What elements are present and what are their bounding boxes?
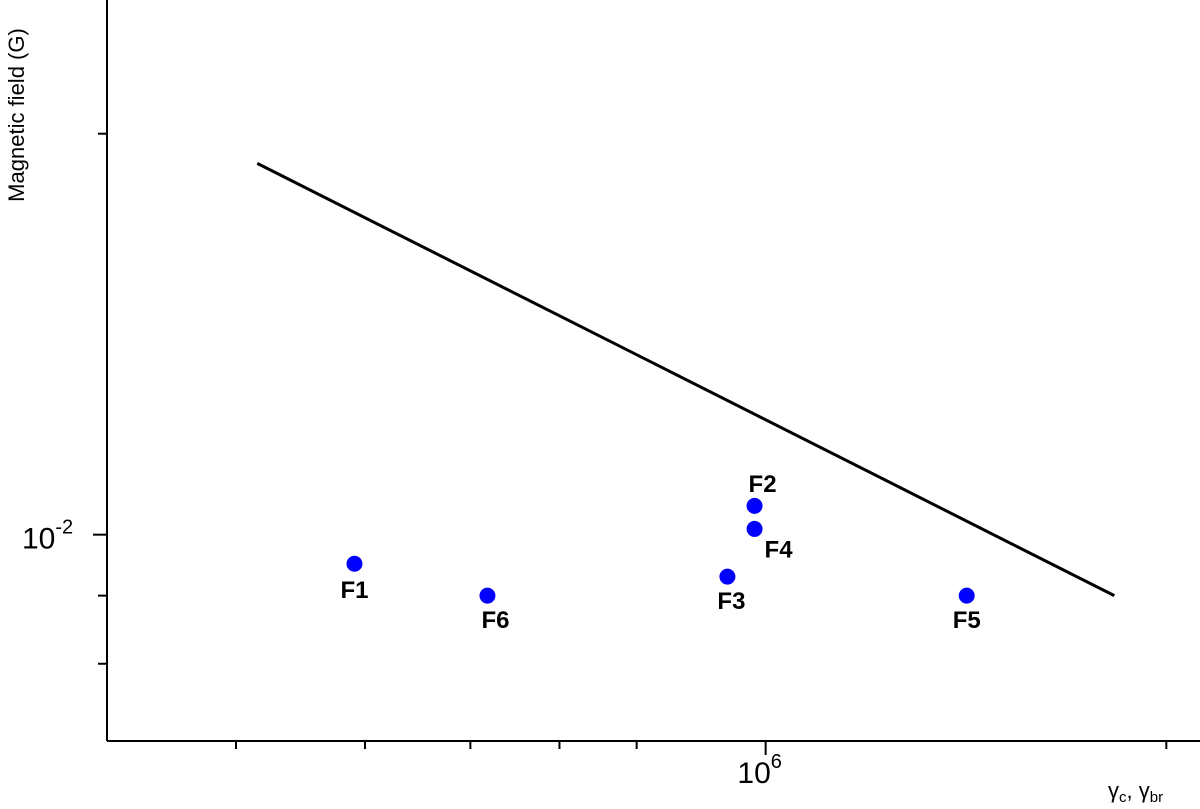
data-point — [746, 497, 763, 514]
point-label: F6 — [481, 607, 509, 634]
data-point — [346, 555, 363, 572]
x-axis-label-part: , γ — [1127, 778, 1150, 803]
x-tick-label-exp: 6 — [771, 751, 782, 773]
point-label: F2 — [749, 471, 777, 498]
x-axis-label-part: c — [1119, 789, 1127, 806]
x-axis-label-part: br — [1150, 789, 1163, 806]
point-label: F4 — [765, 536, 794, 563]
point-label: F1 — [340, 577, 368, 604]
point-label: F3 — [717, 588, 745, 615]
trend-line — [256, 162, 1116, 597]
x-axis-label-part: γ — [1108, 778, 1119, 803]
y-tick-label: 10-2 — [22, 517, 73, 556]
y-tick-label-base: 10 — [22, 523, 55, 556]
y-axis-label: Magnetic field (G) — [4, 28, 29, 202]
x-tick-label-base: 10 — [737, 757, 770, 790]
x-tick-label: 106 — [737, 751, 782, 790]
data-point — [719, 568, 736, 585]
point-label: F5 — [953, 607, 981, 634]
y-tick-label-exp: -2 — [55, 517, 73, 539]
data-point — [958, 587, 975, 604]
data-point — [479, 587, 496, 604]
x-axis-label: γc, γbr — [1108, 778, 1163, 806]
data-point — [746, 520, 763, 537]
